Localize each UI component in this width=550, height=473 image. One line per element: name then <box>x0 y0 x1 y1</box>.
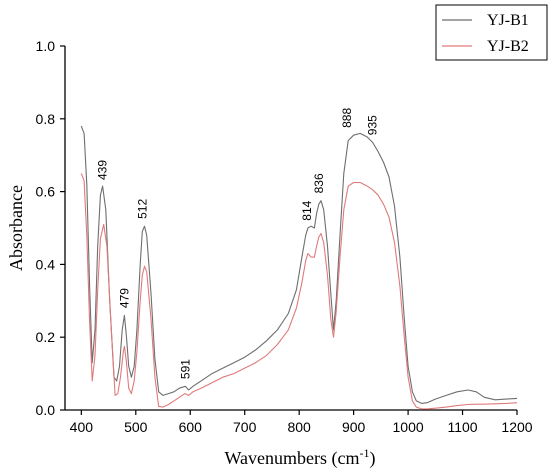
peak-label-439: 439 <box>96 160 110 180</box>
y-tick-label: 1.0 <box>36 38 56 54</box>
x-axis-ticks: 400 500 600 700 800 900 1000 1100 1200 <box>70 410 533 435</box>
peak-label-479: 479 <box>117 288 131 308</box>
peak-label-512: 512 <box>135 199 149 219</box>
series-line-yj-b2 <box>80 173 518 410</box>
x-axis-title: Wavenumbers (cm-1) <box>225 446 376 469</box>
y-tick-label: 0.4 <box>36 256 56 272</box>
x-axis-title-main: Wavenumbers (cm <box>225 448 360 469</box>
y-axis-title: Absorbance <box>6 185 26 271</box>
x-axis-title-close: ) <box>370 448 376 469</box>
x-tick-label: 500 <box>124 419 148 435</box>
peak-label-935: 935 <box>366 115 380 135</box>
legend-box <box>435 4 548 61</box>
peak-label-888: 888 <box>340 108 354 128</box>
annotation-group: 439 479 512 591 814 836 888 935 <box>96 108 380 380</box>
legend-label-yj-b2: YJ-B2 <box>487 38 529 55</box>
x-tick-label: 1000 <box>393 419 424 435</box>
x-axis-title-superscript: -1 <box>360 446 370 460</box>
x-tick-label: 1200 <box>501 419 532 435</box>
x-tick-label: 400 <box>70 419 94 435</box>
peak-label-814: 814 <box>300 200 314 220</box>
y-tick-label: 0.6 <box>36 184 56 200</box>
x-tick-label: 700 <box>233 419 257 435</box>
x-tick-label: 600 <box>179 419 203 435</box>
legend: YJ-B1 YJ-B2 <box>435 4 548 61</box>
plot-lines <box>64 46 517 411</box>
peak-label-591: 591 <box>178 359 192 379</box>
y-tick-label: 0.0 <box>36 402 56 418</box>
series-group <box>80 125 518 410</box>
x-tick-label: 800 <box>287 419 311 435</box>
x-tick-label: 900 <box>342 419 366 435</box>
x-tick-label: 1100 <box>447 419 477 435</box>
series-line-yj-b1 <box>80 125 518 404</box>
y-axis-ticks: 0.0 0.2 0.4 0.6 0.8 1.0 <box>36 38 65 418</box>
legend-label-yj-b1: YJ-B1 <box>487 12 529 29</box>
y-tick-label: 0.8 <box>36 111 56 127</box>
peak-label-836: 836 <box>312 173 326 193</box>
y-tick-label: 0.2 <box>36 329 56 345</box>
